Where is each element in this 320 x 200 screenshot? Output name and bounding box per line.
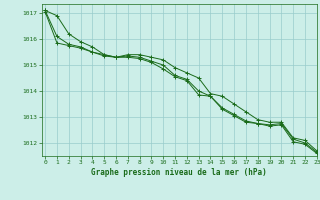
X-axis label: Graphe pression niveau de la mer (hPa): Graphe pression niveau de la mer (hPa) (91, 168, 267, 177)
